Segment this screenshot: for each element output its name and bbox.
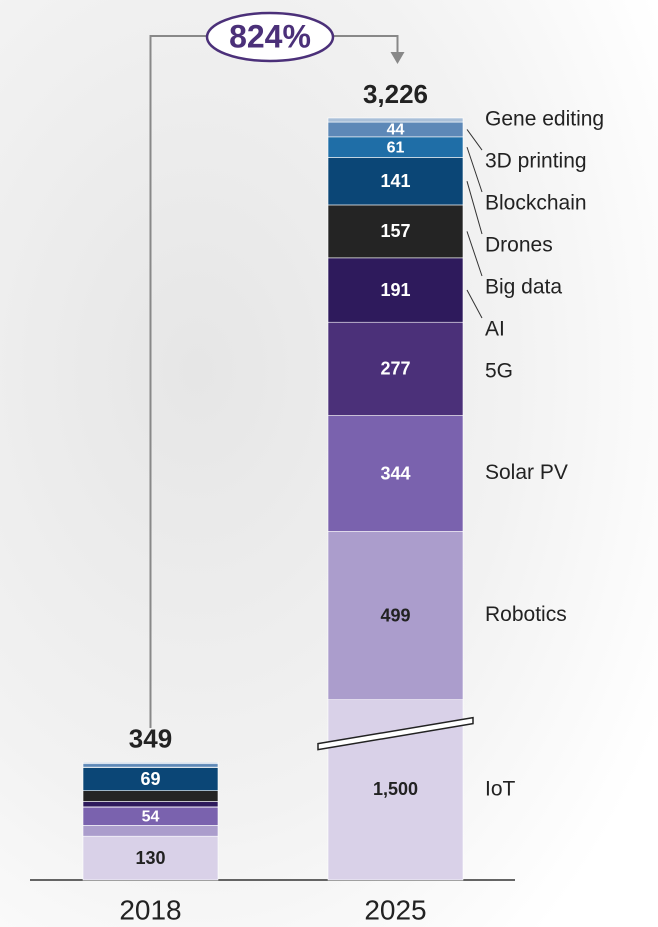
legend-label: Gene editing — [485, 108, 604, 131]
data-label: 61 — [387, 139, 405, 156]
data-label: 54 — [142, 809, 160, 826]
data-label: 141 — [380, 171, 410, 191]
legend-label: Robotics — [485, 603, 567, 626]
leader-line — [466, 289, 483, 319]
total-label: 349 — [129, 723, 172, 753]
bar-segment — [327, 257, 464, 323]
leader-line — [466, 146, 483, 193]
bar-segment — [82, 763, 219, 768]
growth-label: 824% — [229, 18, 311, 54]
data-label: 191 — [380, 280, 410, 300]
bar-segment — [327, 415, 464, 532]
leader-line — [466, 181, 483, 235]
legend-label: Big data — [485, 276, 562, 299]
total-label: 3,226 — [363, 79, 428, 109]
growth-badge — [205, 11, 335, 63]
legend-label: 3D printing — [485, 150, 587, 173]
leader-line — [466, 231, 483, 277]
bar-segment — [82, 790, 219, 802]
data-label: 344 — [380, 463, 410, 483]
data-label: 44 — [387, 122, 405, 139]
data-label: 130 — [135, 848, 165, 868]
legend-label: AI — [485, 318, 505, 341]
data-label: 157 — [380, 221, 410, 241]
data-label: 69 — [140, 769, 160, 789]
bar-segment — [82, 835, 219, 881]
bar-segment — [327, 117, 464, 123]
bar-segment — [82, 801, 219, 808]
data-label: 277 — [380, 359, 410, 379]
legend-label: IoT — [485, 777, 516, 800]
bar-segment — [327, 204, 464, 259]
legend-label: Blockchain — [485, 192, 587, 215]
bar-segment — [82, 762, 219, 765]
arrow-head — [390, 52, 405, 64]
x-tick-label: 2018 — [119, 894, 181, 925]
legend-label: Solar PV — [485, 461, 568, 484]
axis-break — [317, 716, 474, 751]
leader-line — [466, 129, 483, 151]
bar-segment — [327, 321, 464, 416]
x-tick-label: 2025 — [364, 894, 426, 925]
bar-segment — [82, 825, 219, 837]
legend-label: 5G — [485, 360, 513, 383]
legend-label: Drones — [485, 234, 553, 257]
data-label: 1,500 — [373, 779, 418, 799]
data-label: 499 — [380, 605, 410, 625]
bar-segment — [327, 531, 464, 700]
